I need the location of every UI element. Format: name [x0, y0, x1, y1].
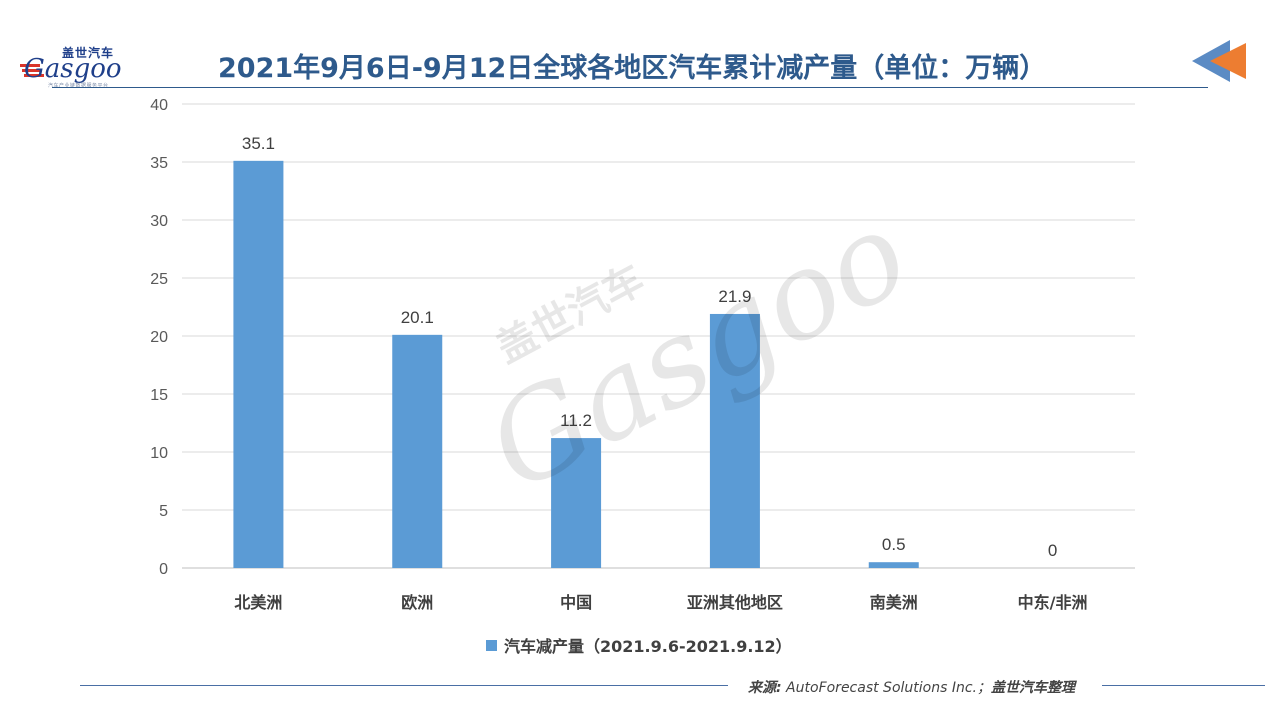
logo-subtitle: 汽车产业链数据服务平台 — [48, 83, 109, 89]
y-tick-label: 10 — [150, 445, 168, 462]
data-label: 11.2 — [560, 411, 592, 430]
page-title: 2021年9月6日-9月12日全球各地区汽车累计减产量（单位：万辆） — [218, 53, 1047, 84]
logo-stripes-icon — [20, 64, 44, 77]
gasgoo-logo: 盖世汽车 Gasgoo 汽车产业链数据服务平台 — [20, 44, 132, 90]
source-suffix: 盖世汽车整理 — [991, 680, 1075, 696]
chart-bars — [233, 160, 919, 568]
bar — [392, 334, 443, 568]
bar — [868, 562, 919, 568]
logo-en-text: Gasgoo — [24, 54, 122, 84]
x-tick-label: 南美洲 — [870, 593, 918, 612]
y-tick-label: 25 — [150, 271, 168, 288]
footer-divider-left — [80, 685, 728, 686]
title-divider — [52, 87, 1208, 88]
source-label: 来源: — [748, 680, 782, 696]
logo-cn-text: 盖世汽车 — [62, 46, 115, 60]
legend-label: 汽车减产量（2021.9.6-2021.9.12） — [504, 637, 792, 656]
y-tick-label: 35 — [150, 155, 168, 172]
y-tick-label: 40 — [150, 97, 168, 114]
source-note: 来源: AutoForecast Solutions Inc.；盖世汽车整理 — [748, 677, 1075, 697]
chart-value-labels: 35.1 20.1 11.2 21.9 0.5 0 — [242, 134, 1057, 560]
y-tick-label: 30 — [150, 213, 168, 230]
data-label: 0 — [1048, 541, 1057, 560]
nav-arrow-icon[interactable] — [1190, 38, 1248, 84]
data-label: 20.1 — [401, 308, 434, 327]
footer-divider-right — [1102, 685, 1265, 686]
chart-gridlines — [182, 103, 1135, 569]
data-label: 35.1 — [242, 134, 275, 153]
x-tick-label: 欧洲 — [401, 593, 433, 612]
bar — [551, 438, 602, 568]
data-label: 0.5 — [882, 535, 906, 554]
chart-legend: 汽车减产量（2021.9.6-2021.9.12） — [486, 637, 792, 656]
bar — [233, 160, 284, 568]
data-label: 21.9 — [718, 287, 751, 306]
x-tick-label: 北美洲 — [234, 593, 282, 612]
legend-swatch — [486, 640, 497, 651]
bar — [709, 313, 760, 568]
source-text: AutoForecast Solutions Inc.； — [781, 680, 991, 696]
y-tick-label: 15 — [150, 387, 168, 404]
chart-y-ticks: 0 5 10 15 20 25 30 35 40 — [150, 97, 168, 578]
y-tick-label: 5 — [159, 503, 168, 520]
watermark-logo: 盖世汽车 Gasgoo — [466, 184, 929, 518]
x-tick-label: 中东/非洲 — [1018, 593, 1088, 612]
chart-x-labels: 北美洲 欧洲 中国 亚洲其他地区 南美洲 中东/非洲 — [234, 593, 1087, 612]
x-tick-label: 亚洲其他地区 — [687, 593, 783, 612]
x-tick-label: 中国 — [560, 593, 592, 612]
y-tick-label: 20 — [150, 329, 168, 346]
y-tick-label: 0 — [159, 561, 168, 578]
